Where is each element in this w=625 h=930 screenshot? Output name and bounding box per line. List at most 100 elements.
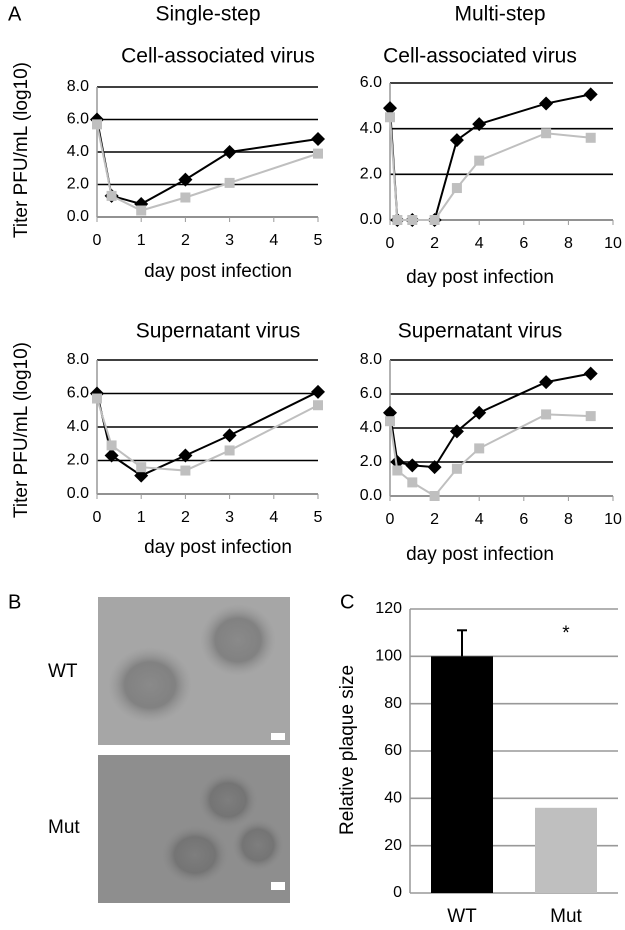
x-tick-label: 4 [269,232,278,249]
y-tick-label: 2.0 [360,453,382,470]
marker [92,119,102,130]
y-tick-label: 4.0 [67,143,89,160]
marker [178,448,193,463]
series-line [389,372,591,469]
x-tick-label: WT [447,906,477,927]
x-tick-label: 4 [475,235,484,252]
y-axis-label: Titer PFU/mL (log10) [11,62,32,238]
panel-label: B [8,591,21,613]
y-tick-label: 6.0 [67,385,89,402]
marker [539,375,554,390]
x-tick-label: 2 [430,235,439,252]
marker [407,215,418,225]
y-tick-label: 2.0 [360,166,382,183]
x-tick-label: 3 [225,232,234,249]
x-tick-label: 1 [137,509,146,526]
x-tick-label: 6 [519,235,528,252]
marker [429,215,440,225]
marker [92,393,102,404]
x-tick-label: 0 [93,509,102,526]
chart-title: Cell-associated virus [383,45,577,68]
marker [313,148,323,159]
y-tick-label: 8.0 [360,351,382,368]
chart-title: Supernatant virus [398,320,563,343]
x-axis-label: day post infection [144,537,292,558]
annotation: * [562,623,570,644]
marker [541,128,552,139]
marker [474,155,485,166]
x-tick-label: 5 [314,509,323,526]
panel-label: C [340,591,354,613]
y-tick-label: 4.0 [360,120,382,137]
column-header: Single-step [155,3,260,26]
y-tick-label: 6.0 [360,385,382,402]
x-axis-label: day post infection [406,267,554,288]
marker [313,400,323,411]
x-tick-label: 0 [93,232,102,249]
x-tick-label: 8 [564,235,573,252]
marker [385,112,395,123]
marker [585,411,596,422]
plaque-image [98,597,290,745]
x-tick-label: 0 [386,235,395,252]
plaque [232,819,284,871]
x-tick-label: 0 [386,511,395,528]
y-axis-label: Relative plaque size [337,665,358,835]
x-axis-label: day post infection [406,544,554,565]
plaque [161,825,229,885]
panel-label: A [8,3,22,25]
marker [224,177,235,188]
x-tick-label: 10 [604,235,622,252]
bar [431,656,493,893]
image-label: WT [48,661,78,682]
y-tick-label: 8.0 [67,78,89,95]
x-tick-label: 1 [137,232,146,249]
column-header: Multi-step [454,3,545,26]
y-tick-label: 4.0 [67,418,89,435]
marker [104,448,119,463]
y-tick-label: 0.0 [67,208,89,225]
x-tick-label: Mut [550,906,582,927]
x-tick-label: 8 [564,511,573,528]
y-tick-label: 0 [393,884,402,901]
series-line [389,413,591,498]
y-tick-label: 120 [375,600,402,617]
chart-title: Supernatant virus [136,320,301,343]
marker [541,409,552,420]
plaque [108,647,192,723]
x-tick-label: 2 [181,509,190,526]
marker [472,117,487,132]
y-tick-label: 60 [384,742,402,759]
y-axis-label: Titer PFU/mL (log10) [11,342,32,518]
image-label: Mut [48,817,80,838]
y-tick-label: 8.0 [67,351,89,368]
y-tick-label: 80 [384,695,402,712]
x-tick-label: 3 [225,509,234,526]
y-tick-label: 2.0 [67,452,89,469]
x-tick-label: 6 [519,511,528,528]
y-tick-label: 0.0 [67,485,89,502]
y-tick-label: 0.0 [360,211,382,228]
marker [472,405,487,420]
bar [535,807,597,893]
marker [106,190,117,201]
marker [427,460,442,475]
marker [224,445,235,456]
marker [392,215,403,225]
marker [583,87,598,102]
marker [385,416,395,427]
x-tick-label: 2 [430,511,439,528]
marker [392,465,403,476]
x-tick-label: 10 [604,511,622,528]
y-tick-label: 20 [384,837,402,854]
marker [383,101,397,116]
marker [222,145,237,159]
y-tick-label: 2.0 [67,176,89,193]
marker [429,491,440,501]
marker [136,205,147,216]
marker [539,96,554,111]
marker [180,192,191,203]
series-line [96,390,319,477]
x-tick-label: 2 [181,232,190,249]
